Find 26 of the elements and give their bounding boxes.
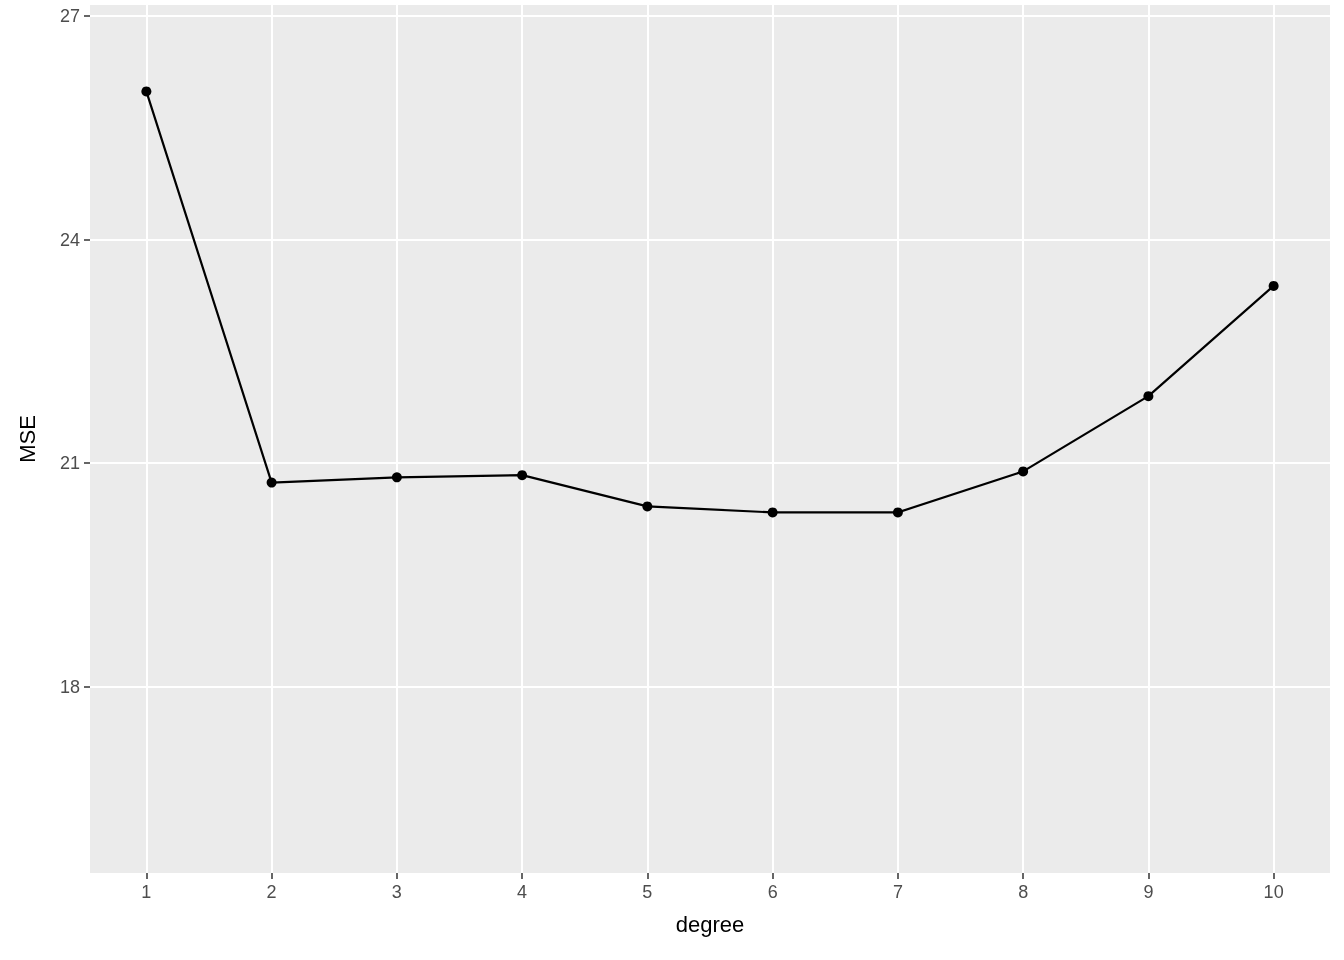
x-tick-label: 8 — [1018, 882, 1029, 902]
y-tick-label: 21 — [59, 453, 80, 474]
y-tick-label: 18 — [59, 676, 80, 697]
x-tick-label: 6 — [767, 882, 778, 902]
point — [1018, 466, 1029, 477]
x-tick-label: 7 — [892, 882, 903, 902]
point — [1143, 391, 1154, 402]
x-tick-label: 9 — [1143, 882, 1154, 902]
x-tick-label: 2 — [266, 882, 277, 902]
point — [517, 470, 528, 481]
x-tick-label: 1 — [141, 882, 152, 902]
x-axis-title: degree — [675, 911, 745, 937]
y-axis-title: MSE — [14, 415, 40, 463]
point — [266, 477, 277, 488]
x-tick-label: 10 — [1263, 882, 1284, 902]
y-tick-label: 24 — [59, 229, 80, 250]
point — [767, 507, 778, 518]
y-tick-label: 27 — [59, 6, 80, 27]
point — [141, 86, 152, 97]
point — [642, 501, 653, 512]
x-tick-label: 4 — [517, 882, 528, 902]
x-tick-label: 3 — [391, 882, 402, 902]
point — [892, 507, 903, 518]
point — [1268, 280, 1279, 291]
x-tick-label: 5 — [642, 882, 653, 902]
point — [391, 472, 402, 483]
